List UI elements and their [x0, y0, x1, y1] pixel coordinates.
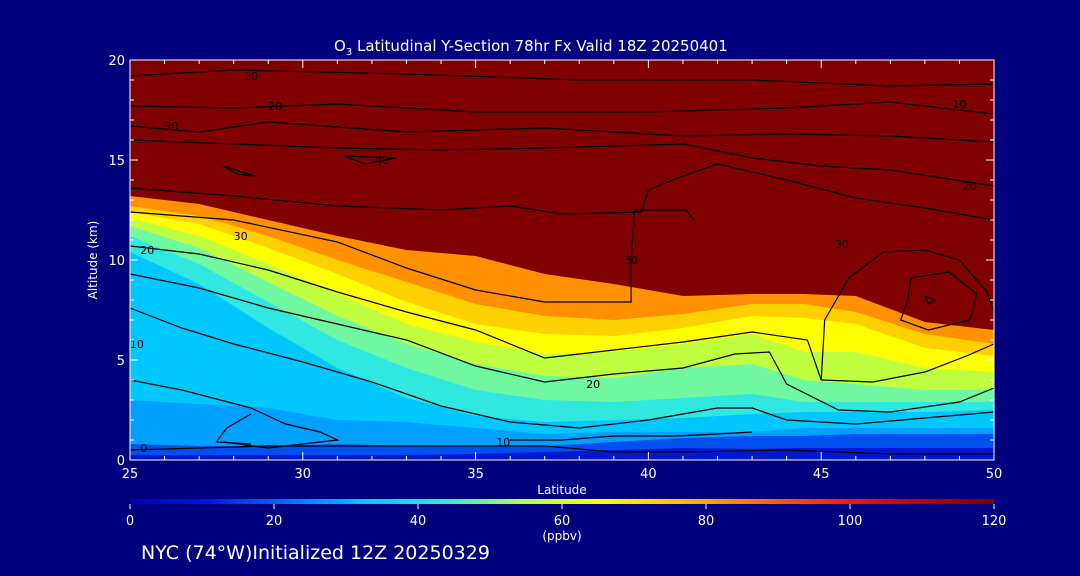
colorbar-tick-label: 100: [838, 514, 863, 529]
contour-line-7: [630, 209, 694, 261]
x-tick-label: 35: [467, 467, 484, 482]
contour-label: 30: [164, 120, 178, 133]
colorbar-tick-label: 120: [982, 514, 1007, 529]
contour-label: 40: [375, 154, 389, 167]
contour-line-0: [130, 69, 994, 87]
plot-area: 10 20 30 40 10 20 30 30 30 20 10 20 10 0: [130, 60, 994, 460]
contour-label: 10: [244, 70, 258, 83]
y-axis-label: Altitude (km): [86, 221, 100, 300]
y-tick-label: 5: [117, 354, 125, 369]
y-tick-label: 0: [117, 454, 125, 469]
colorbar-tick-label: 60: [554, 514, 571, 529]
contour-line-11: [899, 271, 978, 331]
x-axis-label: Latitude: [537, 483, 586, 497]
ozone-band-9: [130, 448, 994, 460]
contour-label: 0: [140, 442, 147, 455]
contour-line-2: [130, 121, 994, 143]
y-tick-label: 15: [108, 154, 125, 169]
contour-line-1: [130, 101, 994, 115]
x-tick-label: 30: [295, 467, 312, 482]
colorbar-tick-label: 0: [126, 514, 134, 529]
contour-line-9: [130, 245, 822, 381]
x-tick-label: 40: [640, 467, 657, 482]
colorbar-tick-label: 80: [698, 514, 715, 529]
contour-line-3: [130, 139, 994, 187]
contour-labels: 10 20 30 40 10 20 30 30 30 20 10 20 10 0: [130, 70, 977, 455]
colorbar-tick-label: 20: [266, 514, 283, 529]
contour-line-18: [510, 431, 753, 441]
contour-line-17: [215, 413, 252, 445]
contour-label: 20: [140, 244, 154, 257]
y-tick-label: 10: [108, 254, 125, 269]
contour-line-10: [820, 249, 994, 381]
y-tick-label: 20: [108, 54, 125, 69]
contour-label: 30: [835, 238, 849, 251]
contour-line-19: [130, 445, 994, 455]
contour-label: 20: [268, 100, 282, 113]
contour-label: 10: [130, 338, 144, 351]
y-axis: 0 5 10 15 20: [108, 54, 994, 469]
contour-line-16: [130, 379, 340, 449]
contour-line-6: [130, 163, 994, 221]
contour-label: 10: [496, 436, 510, 449]
ozone-band-6: [130, 252, 994, 460]
footer-caption: NYC (74°W)Initialized 12Z 20250329: [141, 542, 490, 564]
contour-label: 30: [624, 254, 638, 267]
contour-label: 10: [952, 98, 966, 111]
chart-title: O3 Latitudinal Y-Section 78hr Fx Valid 1…: [334, 37, 728, 58]
contour-label: 30: [234, 230, 248, 243]
ozone-fill-bands: [130, 196, 994, 460]
colorbar: [130, 499, 994, 504]
contour-line-5: [222, 165, 255, 177]
contour-line-13: [821, 343, 994, 383]
contour-line-15: [130, 307, 994, 429]
contour-line-8: [130, 211, 632, 303]
contour-label: 20: [586, 378, 600, 391]
contour-line-12: [924, 295, 937, 305]
x-tick-label: 50: [986, 467, 1003, 482]
contour-lines: [130, 69, 994, 455]
contour-label: 20: [963, 180, 977, 193]
x-axis: 25 30 35 40 45 50: [122, 60, 1003, 482]
x-tick-label: 45: [813, 467, 830, 482]
colorbar-ticks: 0 20 40 60 80 100 120: [126, 504, 1007, 529]
contour-line-4: [344, 155, 397, 165]
contour-line-14: [130, 273, 994, 413]
x-tick-label: 25: [122, 467, 139, 482]
colorbar-unit: (ppbv): [542, 529, 581, 543]
colorbar-tick-label: 40: [410, 514, 427, 529]
